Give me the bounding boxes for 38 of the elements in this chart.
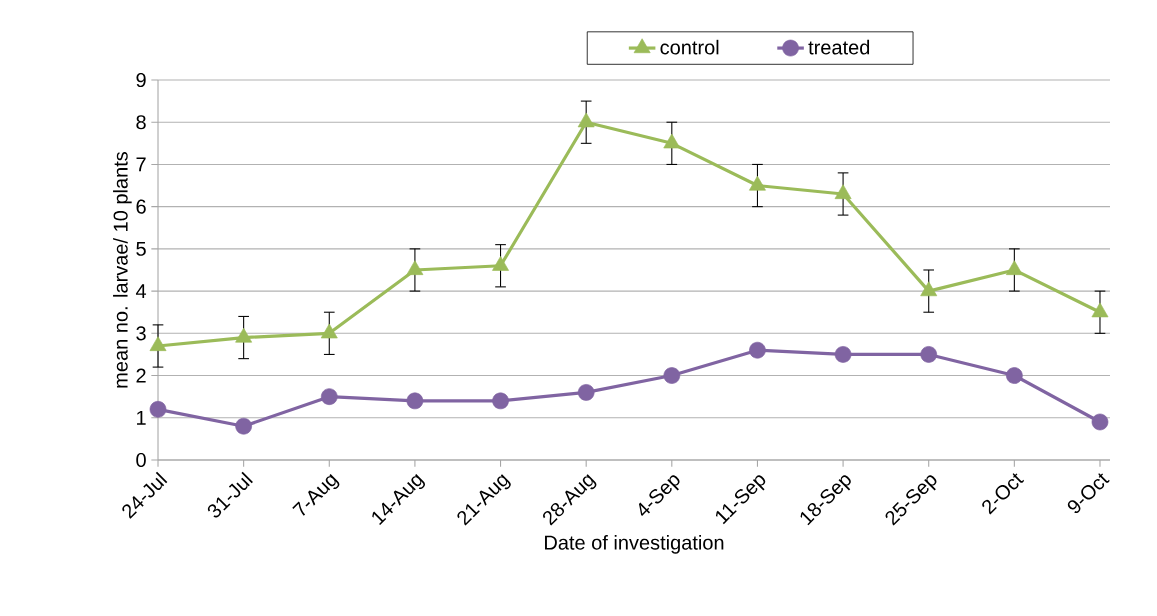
point	[235, 417, 252, 435]
point	[320, 323, 338, 339]
point	[920, 346, 938, 363]
y-tick-label: 5	[136, 241, 146, 256]
point	[920, 281, 938, 297]
legend-label: control	[660, 39, 719, 55]
point	[406, 392, 424, 410]
legend-label: treated	[808, 39, 870, 55]
point	[1006, 367, 1023, 384]
x-axis-title: Date of investigation	[545, 535, 724, 554]
y-tick-label: 2	[136, 368, 146, 383]
y-tick-label: 4	[135, 284, 147, 298]
point	[749, 175, 766, 191]
point	[320, 388, 338, 405]
y-tick-label: 3	[136, 326, 146, 341]
point	[149, 336, 167, 351]
point	[1005, 260, 1023, 275]
y-tick-label: 1	[137, 410, 146, 425]
point	[1091, 413, 1109, 431]
point	[149, 400, 167, 418]
y-tick-label: 0	[136, 452, 146, 468]
point	[749, 341, 766, 359]
y-tick-label: 7	[136, 157, 146, 172]
y-axis-title: mean no. larvae/ 10 plants	[113, 152, 132, 388]
point	[492, 256, 509, 271]
point	[577, 112, 595, 128]
point	[577, 384, 595, 401]
point	[1091, 302, 1109, 318]
point	[492, 392, 509, 410]
point	[834, 184, 852, 199]
point	[663, 367, 681, 384]
point	[235, 327, 253, 343]
y-tick-label: 6	[136, 199, 146, 214]
point	[406, 260, 424, 275]
point	[663, 133, 681, 149]
point	[834, 346, 852, 363]
y-tick-label: 9	[136, 72, 146, 88]
y-tick-label: 8	[136, 115, 146, 130]
